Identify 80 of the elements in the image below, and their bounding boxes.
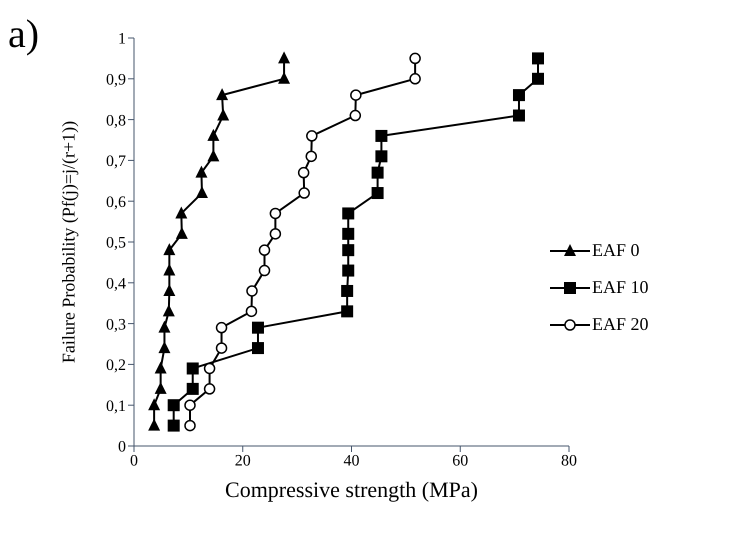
y-tick-label: 0,7 bbox=[106, 153, 126, 170]
point bbox=[342, 228, 354, 240]
point bbox=[148, 418, 160, 431]
x-tick-label: 0 bbox=[130, 452, 138, 470]
point bbox=[306, 130, 318, 142]
y-tick-label: 0,1 bbox=[106, 398, 126, 415]
point bbox=[186, 362, 199, 374]
point bbox=[298, 166, 310, 178]
point bbox=[163, 243, 176, 256]
point bbox=[350, 89, 362, 101]
point bbox=[372, 166, 384, 179]
point bbox=[207, 128, 220, 141]
point bbox=[342, 264, 354, 277]
point bbox=[375, 150, 388, 162]
point bbox=[252, 342, 264, 354]
y-tick-label: 0,9 bbox=[106, 71, 126, 88]
point bbox=[184, 399, 196, 411]
point bbox=[204, 362, 216, 374]
point bbox=[184, 420, 196, 432]
point bbox=[409, 73, 421, 85]
x-tick-label: 40 bbox=[344, 452, 360, 470]
point bbox=[163, 264, 176, 276]
x-tick-label: 60 bbox=[452, 452, 468, 470]
point bbox=[176, 226, 188, 239]
point bbox=[158, 320, 170, 333]
text: a) bbox=[8, 10, 40, 57]
point bbox=[258, 244, 270, 256]
point bbox=[216, 342, 228, 354]
point bbox=[342, 207, 354, 220]
point bbox=[512, 110, 525, 122]
point bbox=[216, 322, 228, 334]
point bbox=[298, 187, 310, 199]
point bbox=[252, 322, 264, 334]
y-tick-label: 0,4 bbox=[106, 275, 126, 292]
point bbox=[532, 72, 544, 85]
point bbox=[270, 208, 282, 220]
point bbox=[372, 187, 384, 200]
x-axis-title: Compressive strength (MPa) bbox=[225, 477, 478, 502]
x-tick-label: 20 bbox=[234, 452, 251, 470]
point bbox=[196, 186, 208, 198]
point bbox=[148, 398, 160, 410]
point bbox=[341, 305, 354, 318]
point bbox=[409, 52, 421, 64]
y-tick-label: 0,2 bbox=[106, 357, 126, 374]
point bbox=[278, 72, 290, 84]
y-tick-label: 0,6 bbox=[106, 194, 126, 211]
y-tick-label: 0,8 bbox=[106, 112, 126, 130]
point bbox=[168, 399, 180, 412]
point bbox=[158, 341, 170, 354]
point bbox=[217, 108, 230, 121]
point bbox=[216, 88, 228, 100]
point bbox=[270, 228, 282, 240]
x-tick-label: 80 bbox=[561, 452, 577, 470]
point bbox=[341, 284, 354, 297]
point bbox=[154, 361, 167, 374]
point bbox=[175, 206, 188, 218]
point bbox=[195, 166, 208, 178]
point bbox=[532, 52, 544, 64]
point bbox=[154, 382, 167, 394]
y-tick-label: 0,5 bbox=[106, 234, 126, 252]
point bbox=[168, 420, 180, 432]
y-axis-title: Failure Probability (Pf(j)=j/(r+1)) bbox=[58, 120, 78, 364]
y-tick-label: 1 bbox=[118, 30, 126, 48]
point bbox=[246, 285, 258, 297]
legend-label: EAF 10 bbox=[592, 277, 649, 298]
point bbox=[246, 306, 258, 318]
point bbox=[258, 264, 270, 276]
point bbox=[512, 89, 525, 102]
point bbox=[207, 149, 220, 162]
y-tick-label: 0 bbox=[118, 438, 126, 456]
y-tick-label: 0,3 bbox=[106, 316, 126, 334]
legend-label: EAF 0 bbox=[592, 240, 640, 261]
point bbox=[306, 150, 318, 162]
point bbox=[375, 130, 388, 142]
point bbox=[342, 244, 354, 256]
point bbox=[204, 383, 216, 395]
point bbox=[186, 382, 199, 395]
point bbox=[278, 51, 290, 64]
point bbox=[350, 110, 362, 122]
legend-label: EAF 20 bbox=[592, 314, 649, 335]
